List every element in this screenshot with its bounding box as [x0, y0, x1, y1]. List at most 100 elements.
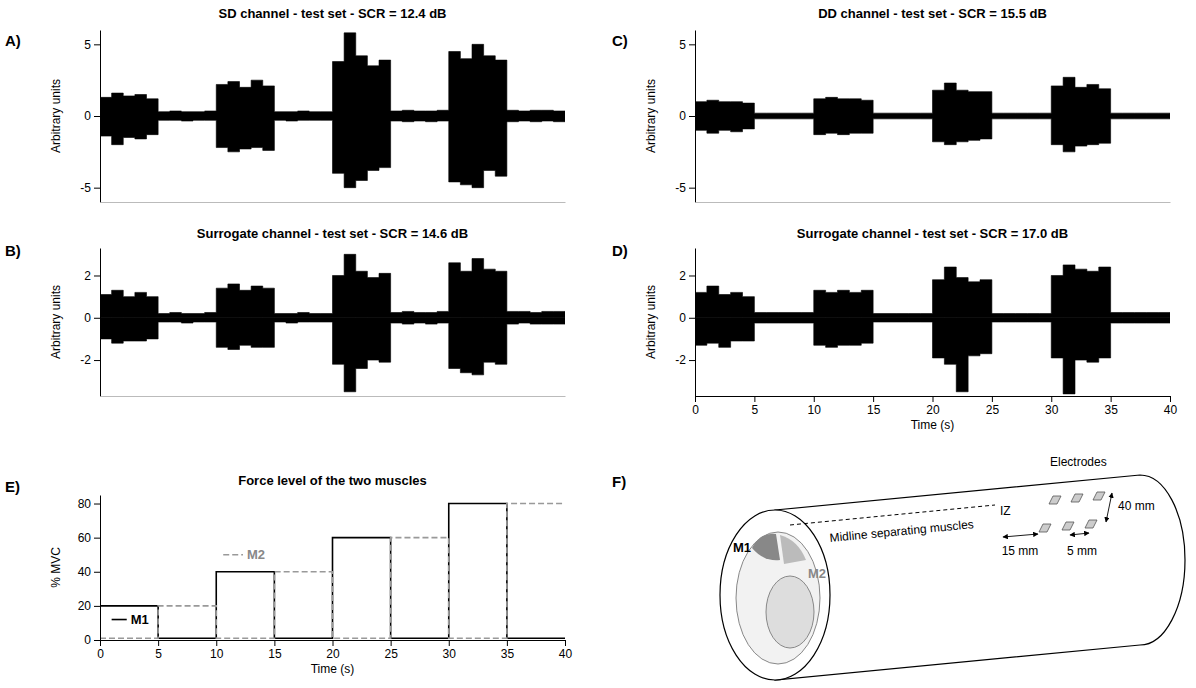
panel-title: Force level of the two muscles [238, 473, 427, 488]
x-tick-label: 20 [326, 647, 340, 661]
y-tick-mark [94, 504, 100, 505]
electrode [1039, 524, 1051, 532]
muscle-label: M2 [808, 566, 826, 581]
electrode [1071, 494, 1083, 502]
y-tick: 5 [679, 38, 695, 52]
y-tick-label: 5 [84, 38, 91, 52]
panel: -5 0 5 Arbitrary units [644, 31, 1171, 203]
x-tick-label: 5 [752, 403, 759, 417]
muscle-label: M1 [733, 540, 751, 555]
panel-title: DD channel - test set - SCR = 15.5 dB [818, 6, 1047, 21]
x-tick-mark [873, 396, 874, 402]
y-axis-title: % MVC [49, 547, 63, 588]
x-tick: 30 [1045, 396, 1059, 417]
y-axis-title: Arbitrary units [644, 79, 658, 153]
x-axis: 0510152025303540 [97, 640, 572, 661]
x-axis: 0510152025303540 [692, 396, 1177, 417]
y-tick-label: -2 [80, 353, 91, 367]
x-tick-label: 10 [808, 403, 822, 417]
x-axis-title: Time (s) [311, 662, 355, 676]
x-tick-mark [565, 640, 566, 646]
signal-envelope [695, 116, 1170, 152]
x-tick-label: 20 [926, 403, 940, 417]
y-tick-mark [94, 116, 100, 117]
electrodes-label: Electrodes [1050, 455, 1107, 469]
x-tick-label: 25 [384, 647, 398, 661]
legend-swatch [112, 619, 127, 621]
y-axis-line [100, 31, 101, 203]
bone [766, 576, 814, 648]
y-tick-label: -2 [675, 353, 686, 367]
y-tick: 0 [84, 311, 100, 325]
x-axis [101, 202, 566, 203]
y-tick: 5 [84, 38, 100, 52]
panel: M1M20204060800510152025303540% MVCTime (… [49, 496, 572, 677]
y-tick-label: 20 [78, 599, 92, 613]
y-tick-label: 0 [84, 633, 91, 647]
x-tick-label: 30 [1045, 403, 1059, 417]
y-axis-line [695, 249, 696, 397]
x-tick: 35 [1104, 396, 1118, 417]
panel-letter: A) [5, 32, 21, 49]
plot-area [100, 254, 565, 391]
signal-envelope [100, 254, 565, 317]
x-tick: 15 [268, 640, 282, 661]
x-tick-mark [1111, 396, 1112, 402]
y-tick-label: -5 [80, 181, 91, 195]
x-tick-label: 15 [867, 403, 881, 417]
x-axis-line [696, 202, 1171, 203]
y-tick-mark [94, 44, 100, 45]
x-tick-label: 40 [559, 647, 573, 661]
legend-label: M1 [131, 612, 149, 627]
panel: -2020510152025303540Arbitrary unitsTime … [644, 249, 1177, 433]
force-line [100, 504, 565, 639]
electrode [1093, 492, 1105, 500]
y-tick-mark [94, 318, 100, 319]
muscle-m2 [780, 535, 806, 564]
y-tick-label: 0 [679, 311, 686, 325]
panel-letter: B) [5, 242, 21, 259]
electrode [1062, 522, 1074, 530]
y-tick-mark [689, 318, 695, 319]
panel: -505Arbitrary units [49, 31, 566, 203]
x-tick: 40 [1164, 396, 1178, 417]
y-tick-label: 80 [78, 497, 92, 511]
y-tick: 0 [84, 109, 100, 123]
x-tick-label: 30 [443, 647, 457, 661]
x-tick-mark [695, 396, 696, 402]
y-tick-label: 40 [78, 565, 92, 579]
y-tick: -2 [80, 353, 100, 367]
y-tick: 2 [84, 269, 100, 283]
x-tick-mark [992, 396, 993, 402]
y-axis-line [100, 496, 101, 641]
y-tick-mark [94, 640, 100, 641]
dimension-arrow [1106, 493, 1112, 522]
y-axis: -202 [675, 249, 695, 397]
y-tick-mark [94, 275, 100, 276]
y-tick-mark [94, 572, 100, 573]
x-tick-mark [1051, 396, 1052, 402]
panel-title: SD channel - test set - SCR = 12.4 dB [219, 6, 447, 21]
y-tick-mark [689, 275, 695, 276]
y-tick: -5 [675, 181, 695, 195]
plot-area [100, 504, 565, 639]
y-axis: -2 0 2 [80, 249, 100, 397]
y-tick-label: 60 [78, 531, 92, 545]
x-tick-mark [507, 640, 508, 646]
dimension-label: 15 mm [1002, 544, 1039, 558]
panel-title: Surrogate channel - test set - SCR = 14.… [197, 226, 468, 241]
midline-label: Midline separating muscles [829, 517, 974, 545]
plot-area [695, 77, 1170, 152]
y-tick-mark [94, 360, 100, 361]
panel-letter: F) [612, 473, 626, 490]
x-tick: 15 [867, 396, 881, 417]
y-tick: 20 [78, 599, 100, 613]
y-tick: 0 [679, 109, 695, 123]
y-tick: 60 [78, 531, 100, 545]
x-tick-mark [1170, 396, 1171, 402]
x-tick: 35 [501, 640, 515, 661]
electrode [1085, 520, 1097, 528]
x-tick: 30 [443, 640, 457, 661]
x-tick-mark [274, 640, 275, 646]
panel-letter: E) [5, 478, 20, 495]
